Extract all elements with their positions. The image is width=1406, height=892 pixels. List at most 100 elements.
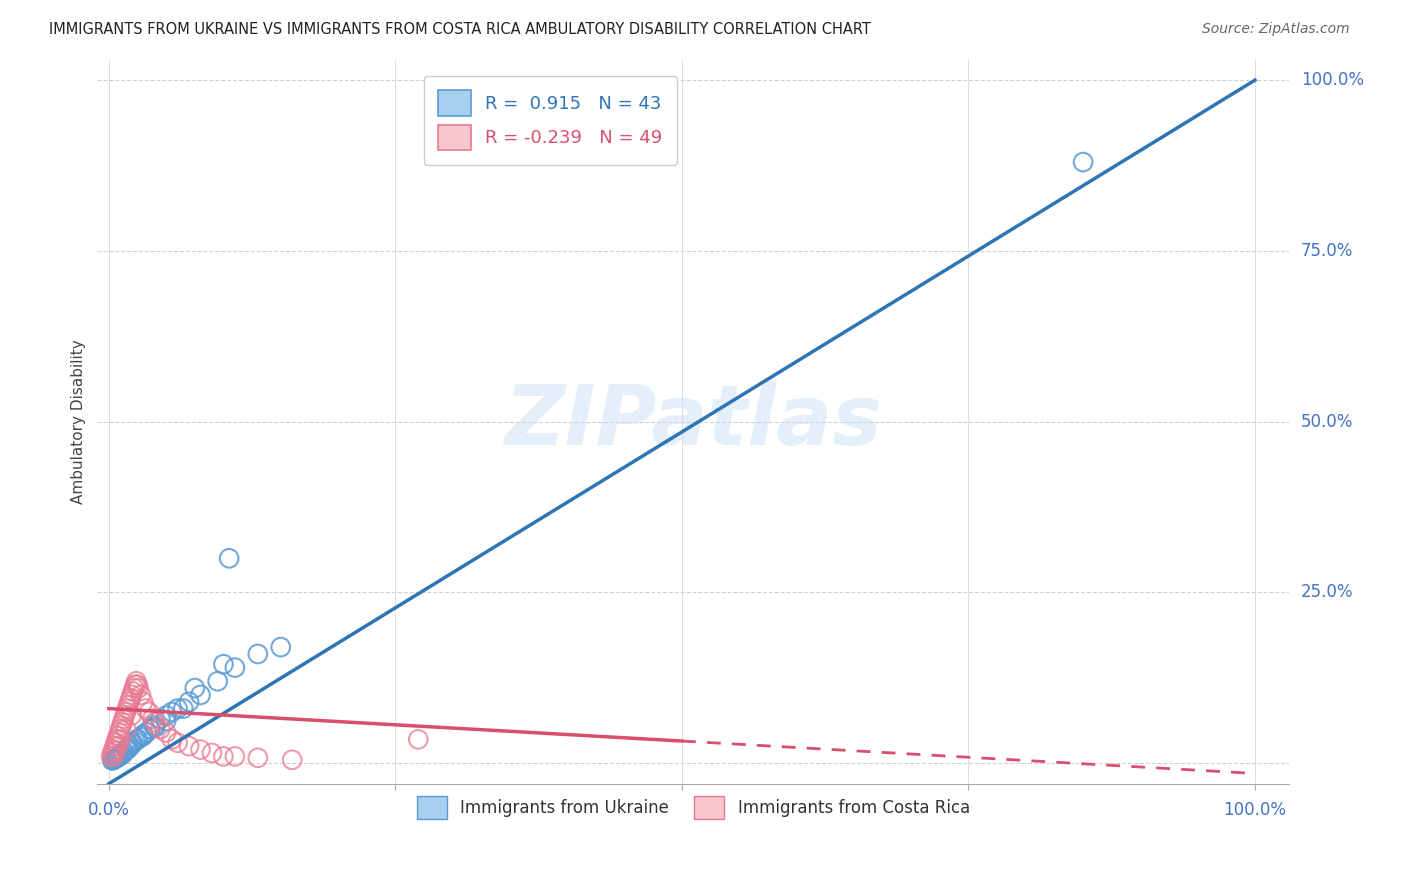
Point (103, 753, 125, 767)
Point (281, 753, 304, 767)
Point (408, 732, 430, 747)
Point (218, 551, 240, 566)
Text: 0.0%: 0.0% (89, 801, 129, 819)
Point (124, 734, 146, 748)
Point (160, 705, 183, 719)
Point (212, 657, 235, 672)
Text: 100.0%: 100.0% (1223, 801, 1286, 819)
Point (104, 744, 127, 758)
Point (172, 701, 194, 715)
Point (177, 739, 200, 754)
Point (224, 749, 246, 764)
Point (101, 754, 124, 768)
Point (108, 725, 131, 739)
Point (135, 725, 157, 739)
Point (212, 749, 235, 764)
Point (128, 681, 150, 695)
Point (160, 732, 183, 747)
Point (149, 712, 172, 726)
Point (108, 749, 131, 764)
Point (132, 727, 155, 741)
Point (107, 729, 129, 743)
Point (124, 678, 146, 692)
Point (105, 732, 128, 747)
Point (143, 719, 166, 733)
Text: 50.0%: 50.0% (1301, 413, 1353, 431)
Point (127, 678, 149, 692)
Point (141, 712, 163, 726)
Point (117, 741, 139, 756)
Point (103, 739, 125, 754)
Point (166, 701, 188, 715)
Point (125, 674, 148, 689)
Point (121, 688, 143, 702)
Point (246, 647, 269, 661)
Point (110, 747, 132, 761)
Point (1071, 155, 1094, 169)
Point (129, 688, 152, 702)
Point (105, 751, 128, 765)
Point (115, 705, 138, 719)
Point (107, 739, 129, 754)
Point (149, 722, 172, 736)
Point (166, 736, 188, 750)
Point (127, 732, 149, 747)
Point (110, 722, 132, 736)
Point (246, 751, 269, 765)
Point (110, 732, 132, 747)
Text: ZIPatlas: ZIPatlas (505, 381, 883, 462)
Point (122, 681, 145, 695)
Point (132, 695, 155, 709)
Point (112, 712, 135, 726)
Point (104, 736, 127, 750)
Point (110, 719, 132, 733)
Text: 100.0%: 100.0% (1301, 71, 1364, 89)
Text: 75.0%: 75.0% (1301, 242, 1353, 260)
Point (117, 698, 139, 713)
Point (118, 695, 141, 709)
Point (143, 715, 166, 730)
Point (190, 688, 212, 702)
Point (138, 705, 160, 719)
Point (111, 747, 134, 762)
Point (104, 751, 127, 765)
Point (103, 749, 125, 764)
Point (129, 731, 152, 745)
Point (132, 729, 155, 743)
Point (101, 746, 124, 760)
Point (201, 746, 224, 760)
Point (103, 752, 125, 766)
Point (190, 742, 212, 756)
Point (134, 701, 156, 715)
Point (115, 701, 138, 715)
Point (127, 732, 149, 747)
Point (103, 742, 125, 756)
Point (111, 715, 134, 730)
Point (270, 640, 292, 654)
Point (155, 708, 177, 723)
Y-axis label: Ambulatory Disability: Ambulatory Disability (72, 339, 86, 504)
Point (177, 695, 200, 709)
Point (122, 684, 145, 698)
Point (115, 722, 138, 736)
Point (107, 750, 129, 764)
Point (155, 725, 177, 739)
Point (121, 737, 143, 751)
Point (120, 739, 142, 754)
Text: Source: ZipAtlas.com: Source: ZipAtlas.com (1202, 22, 1350, 37)
Point (115, 742, 138, 756)
Point (112, 745, 135, 759)
Point (115, 742, 138, 756)
Point (207, 674, 229, 689)
Point (155, 714, 177, 728)
Point (100, 749, 122, 764)
Point (143, 721, 166, 735)
Point (224, 660, 246, 674)
Point (121, 708, 143, 723)
Point (122, 736, 145, 750)
Point (139, 722, 162, 736)
Legend: Immigrants from Ukraine, Immigrants from Costa Rica: Immigrants from Ukraine, Immigrants from… (411, 789, 976, 826)
Point (114, 708, 136, 723)
Text: 25.0%: 25.0% (1301, 583, 1354, 601)
Point (184, 681, 207, 695)
